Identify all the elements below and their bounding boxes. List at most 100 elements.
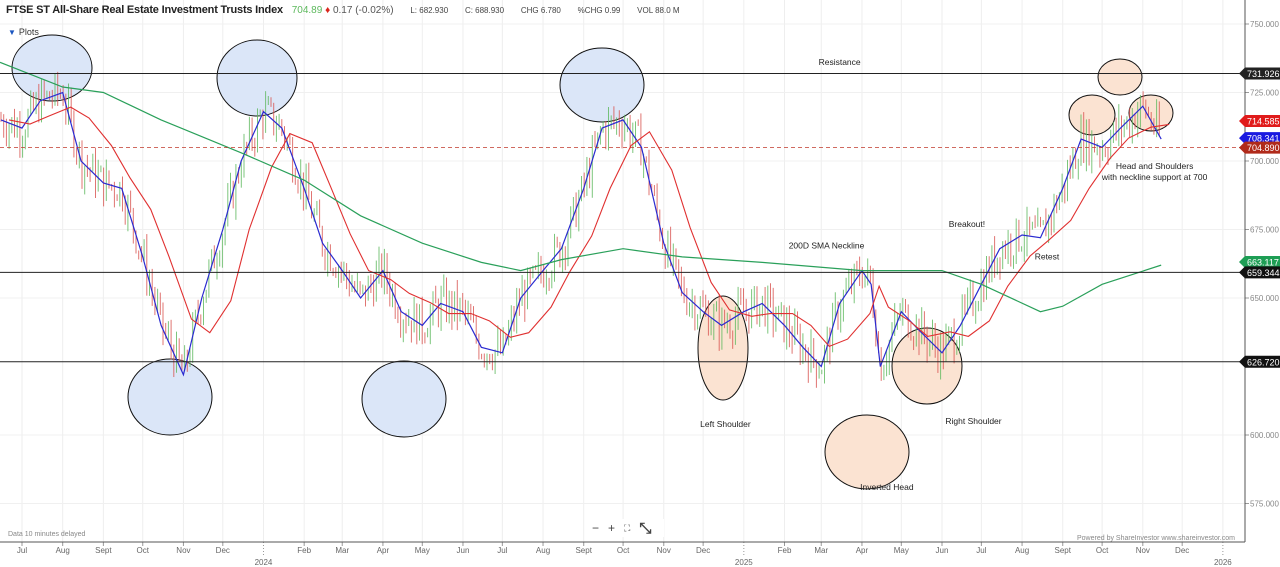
delay-notice: Data 10 minutes delayed — [8, 531, 86, 538]
x-tick-label: Jul — [17, 546, 27, 555]
price-label: 731.926 — [1239, 67, 1280, 80]
price-label: 663.117 — [1239, 256, 1280, 269]
x-tick-label: Aug — [1015, 546, 1029, 555]
zoom-in-button[interactable]: + — [608, 521, 616, 535]
sma-200-line — [0, 61, 1162, 313]
price-label-tag — [1239, 115, 1280, 128]
x-tick-label: Aug — [536, 546, 550, 555]
price-label-text: 626.720 — [1247, 357, 1280, 367]
annotation-text: Retest — [1035, 252, 1060, 262]
x-tick-label: Nov — [1136, 546, 1150, 555]
y-tick-label: 650.000 — [1250, 294, 1279, 303]
price-label-tag — [1239, 132, 1280, 145]
annotation-circle-blue — [127, 358, 213, 436]
price-label: 714.585 — [1239, 115, 1280, 128]
annotation-circle-blue — [559, 47, 645, 123]
price-label-tag — [1239, 256, 1280, 269]
price-label-text: 663.117 — [1247, 258, 1279, 268]
x-tick-label: Apr — [856, 546, 869, 555]
down-arrow-icon: ♦ — [325, 5, 331, 16]
x-tick-label: Apr — [377, 546, 390, 555]
x-tick-label: Feb — [297, 546, 311, 555]
x-tick-label-year: 2025 — [735, 558, 753, 567]
annotation-circle-peach — [1097, 58, 1143, 96]
annotation-text: Resistance — [819, 57, 861, 67]
annotation-text: Inverted Head — [860, 482, 914, 492]
chart-header: FTSE ST All-Share Real Estate Investment… — [6, 4, 680, 16]
x-tick-label: Jul — [976, 546, 986, 555]
index-title: FTSE ST All-Share Real Estate Investment… — [6, 4, 283, 16]
x-tick-label: Jun — [936, 546, 949, 555]
plots-label: Plots — [18, 27, 39, 37]
price-label-tag — [1239, 266, 1280, 279]
x-tick-label: Oct — [617, 546, 630, 555]
x-tick-label: Dec — [216, 546, 230, 555]
x-tick-label: Oct — [137, 546, 150, 555]
price-label: 708.341 — [1239, 132, 1280, 145]
price-label-text: 714.585 — [1247, 117, 1280, 127]
annotation-text: Breakout! — [949, 219, 985, 229]
triangle-down-icon: ▼ — [8, 28, 16, 37]
x-tick-label: Oct — [1096, 546, 1109, 555]
x-tick-label: Dec — [696, 546, 710, 555]
x-tick-label: Nov — [176, 546, 190, 555]
price-label: 626.720 — [1239, 355, 1280, 368]
x-tick-label-year: 2026 — [1214, 558, 1232, 567]
price-change: 0.17 (-0.02%) — [332, 5, 394, 16]
annotation-circle-blue — [216, 39, 298, 117]
x-tick-label: Mar — [335, 546, 349, 555]
plots-toggle[interactable]: ▼ Plots — [8, 27, 39, 37]
low-stat: L: 682.930 — [410, 6, 449, 15]
zoom-controls: − + ⛶ ⤡ — [588, 519, 664, 537]
x-tick-label: May — [894, 546, 909, 555]
price-label-text: 708.341 — [1247, 134, 1280, 144]
price-label-text: 731.926 — [1247, 69, 1280, 79]
y-tick-label: 600.000 — [1250, 431, 1279, 440]
annotation-circle-blue — [361, 360, 447, 438]
x-tick-label: Dec — [1175, 546, 1189, 555]
x-tick-label: Mar — [814, 546, 828, 555]
annotation-text: 200D SMA Neckline — [789, 241, 865, 251]
slow-ma-line — [8, 106, 1170, 348]
x-tick-label: Sept — [575, 546, 592, 555]
y-tick-label: 575.000 — [1250, 500, 1279, 509]
resize-handle-icon[interactable]: ⤡ — [639, 519, 652, 537]
close-stat: C: 688.930 — [464, 6, 505, 15]
powered-by: Powered by ShareInvestor www.shareinvest… — [1077, 535, 1235, 542]
x-tick-label: Feb — [778, 546, 792, 555]
x-tick-label-year: 2024 — [255, 558, 273, 567]
y-tick-label: 675.000 — [1250, 226, 1279, 235]
zoom-out-button[interactable]: − — [592, 521, 600, 535]
price-label-tag — [1239, 141, 1280, 154]
y-tick-label: 700.000 — [1250, 157, 1279, 166]
x-tick-label: Aug — [56, 546, 70, 555]
x-tick-label: Sept — [1055, 546, 1072, 555]
fast-ma-line — [0, 91, 1162, 377]
price-label: 704.890 — [1239, 141, 1280, 154]
x-tick-label: Nov — [657, 546, 671, 555]
x-tick-label: May — [415, 546, 430, 555]
chg-stat: CHG 6.780 — [520, 6, 561, 15]
price-label-text: 659.344 — [1247, 268, 1280, 278]
price-label: 659.344 — [1239, 266, 1280, 279]
volume-stat: VOL 88.0 M — [637, 6, 680, 15]
pchg-stat: %CHG 0.99 — [577, 6, 621, 15]
y-tick-label: 725.000 — [1250, 89, 1279, 98]
x-tick-label: Jun — [457, 546, 470, 555]
price-label-tag — [1239, 67, 1280, 80]
annotation-text: Left Shoulder — [700, 419, 751, 429]
annotation-text: Head and Shoulders — [1116, 161, 1194, 171]
annotation-circle-peach — [1068, 94, 1116, 136]
annotation-text: with neckline support at 700 — [1101, 172, 1208, 182]
x-tick-label: Jul — [497, 546, 507, 555]
annotation-circle-peach — [824, 414, 910, 490]
fit-icon[interactable]: ⛶ — [624, 522, 631, 533]
annotation-text: Right Shoulder — [945, 416, 1001, 426]
last-price: 704.89 — [291, 5, 323, 16]
y-tick-label: 750.000 — [1250, 20, 1279, 29]
price-label-text: 704.890 — [1247, 143, 1280, 153]
x-tick-label: Sept — [95, 546, 112, 555]
price-label-tag — [1239, 355, 1280, 368]
